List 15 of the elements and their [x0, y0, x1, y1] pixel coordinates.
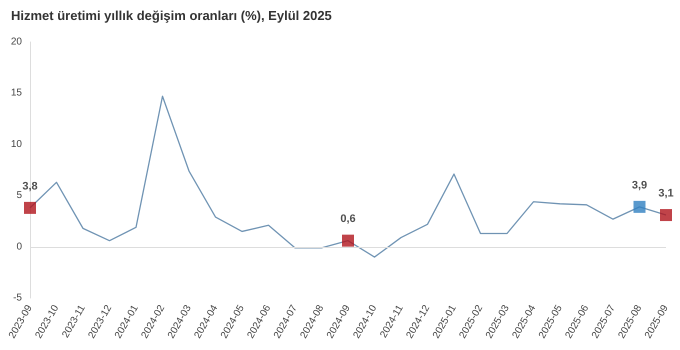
data-label: 3,8 — [22, 180, 38, 192]
data-label: 3,1 — [658, 188, 674, 200]
chart-title: Hizmet üretimi yıllık değişim oranları (%), Eylül 2025 — [11, 8, 332, 23]
data-label: 0,6 — [340, 213, 356, 226]
point — [342, 234, 354, 247]
point — [24, 202, 36, 214]
y-tick-label: 15 — [10, 88, 22, 99]
y-tick-label: -5 — [13, 292, 22, 304]
y-tick-label: 5 — [16, 190, 22, 202]
y-tick-label: 0 — [16, 241, 22, 252]
point — [660, 209, 672, 222]
point — [634, 200, 646, 213]
data-label: 3,9 — [632, 179, 648, 192]
y-tick-label: 10 — [10, 138, 22, 150]
y-tick-label: 20 — [10, 36, 22, 48]
